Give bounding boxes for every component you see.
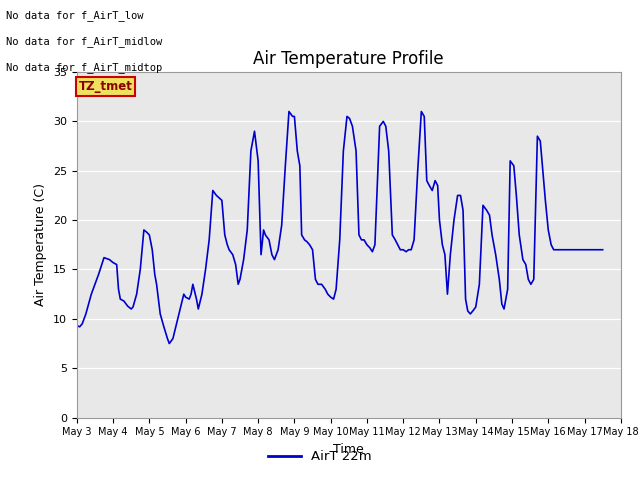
Title: Air Temperature Profile: Air Temperature Profile [253, 49, 444, 68]
Text: No data for f_AirT_low: No data for f_AirT_low [6, 10, 144, 21]
Text: TZ_tmet: TZ_tmet [79, 80, 132, 93]
Text: No data for f_AirT_midlow: No data for f_AirT_midlow [6, 36, 163, 47]
Legend: AirT 22m: AirT 22m [262, 445, 378, 468]
X-axis label: Time: Time [333, 443, 364, 456]
Text: No data for f_AirT_midtop: No data for f_AirT_midtop [6, 62, 163, 73]
Y-axis label: Air Temperature (C): Air Temperature (C) [35, 183, 47, 306]
